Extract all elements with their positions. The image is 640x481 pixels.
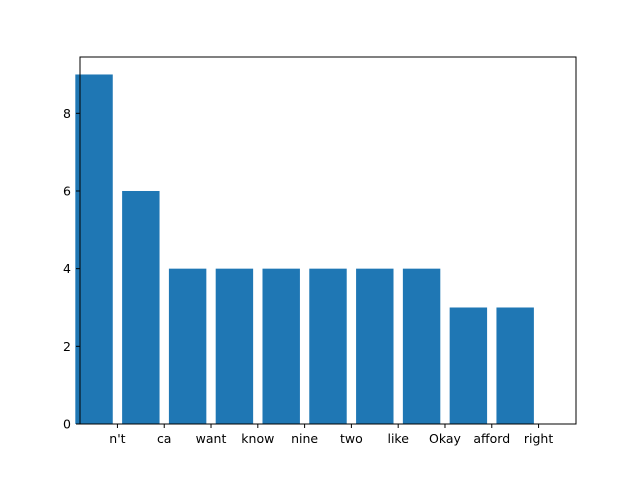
bar-2 — [168, 268, 207, 424]
bar-9 — [496, 307, 534, 424]
bar-5 — [309, 268, 347, 424]
y-tick-label-2: 4 — [63, 261, 71, 276]
x-tick-label-7: Okay — [429, 431, 462, 446]
x-tick-label-6: like — [387, 431, 409, 446]
bar-0 — [75, 74, 113, 424]
bar-7 — [402, 268, 441, 424]
y-axis: 0 2 4 6 8 — [63, 106, 80, 432]
x-tick-label-1: ca — [157, 431, 172, 446]
bar-6 — [356, 268, 394, 424]
x-tick-label-0: n't — [109, 431, 125, 446]
x-tick-label-3: know — [241, 431, 274, 446]
bar-1 — [122, 190, 160, 424]
x-tick-label-5: two — [340, 431, 363, 446]
bars-layer — [75, 74, 534, 424]
x-tick-label-4: nine — [291, 431, 318, 446]
x-tick-label-8: afford — [473, 431, 510, 446]
y-tick-label-1: 2 — [63, 339, 71, 354]
x-tick-label-2: want — [196, 431, 227, 446]
x-axis: n't ca want know nine two like Okay afford right — [109, 424, 553, 446]
y-tick-label-0: 0 — [63, 417, 71, 432]
bar-3 — [215, 268, 254, 424]
bar-4 — [262, 268, 300, 424]
plot-frame — [79, 56, 577, 425]
bar-8 — [449, 307, 488, 424]
y-tick-label-4: 8 — [63, 106, 71, 121]
x-tick-label-9: right — [524, 431, 553, 446]
y-tick-label-3: 6 — [63, 183, 71, 198]
